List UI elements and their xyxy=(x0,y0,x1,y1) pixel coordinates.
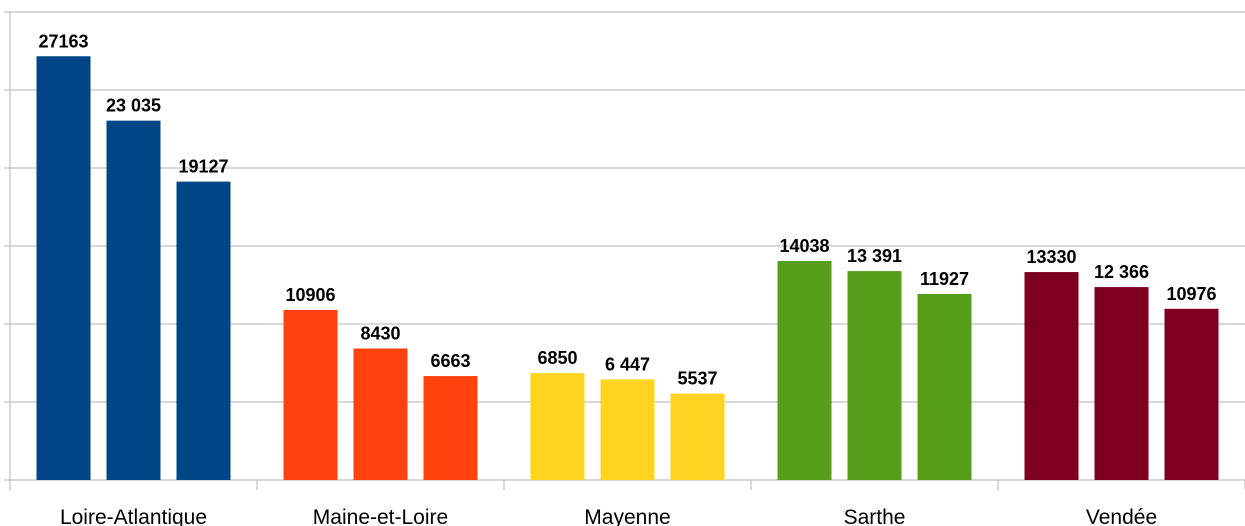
bar xyxy=(1164,308,1219,480)
value-label: 23 035 xyxy=(106,96,161,116)
x-tick-label: Mayenne xyxy=(584,506,670,526)
bar xyxy=(283,309,338,480)
value-label: 5537 xyxy=(677,369,717,389)
bar xyxy=(1094,287,1149,480)
bar xyxy=(670,393,725,480)
bar xyxy=(847,271,902,480)
value-label: 6850 xyxy=(537,348,577,368)
value-label: 12 366 xyxy=(1094,262,1149,282)
value-label: 27163 xyxy=(38,31,88,51)
value-label: 8430 xyxy=(360,323,400,343)
bar xyxy=(176,181,231,480)
x-tick-label: Sarthe xyxy=(844,506,906,526)
bar xyxy=(36,56,91,480)
value-label: 6663 xyxy=(430,351,470,371)
value-label: 11927 xyxy=(920,269,969,289)
x-tick-label: Vendée xyxy=(1086,506,1157,526)
value-label: 6 447 xyxy=(605,354,650,374)
x-tick-label: Loire-Atlantique xyxy=(60,506,207,526)
value-label: 10976 xyxy=(1166,284,1216,304)
bar xyxy=(106,120,161,481)
bar xyxy=(600,379,655,480)
value-label: 13 391 xyxy=(847,246,902,266)
value-label: 14038 xyxy=(779,236,829,256)
bar xyxy=(530,373,585,480)
value-label: 10906 xyxy=(285,285,335,305)
bar xyxy=(423,376,478,480)
bar xyxy=(917,293,972,480)
value-label: 19127 xyxy=(178,157,228,177)
bar xyxy=(777,261,832,480)
x-tick-label: Maine-et-Loire xyxy=(313,506,448,526)
bar xyxy=(1024,272,1079,480)
value-label: 13330 xyxy=(1026,247,1076,267)
bar xyxy=(353,348,408,480)
